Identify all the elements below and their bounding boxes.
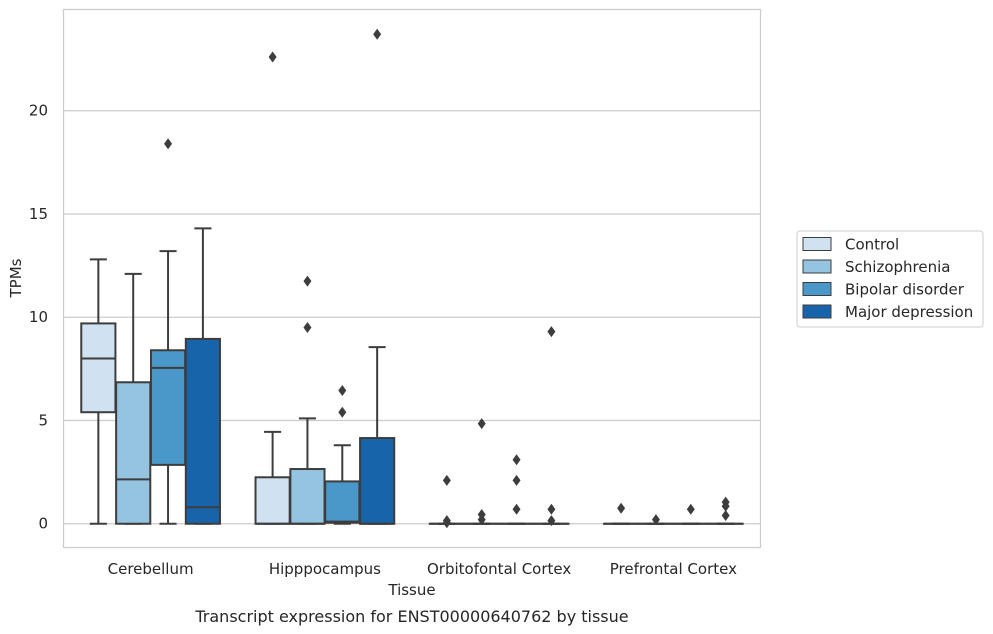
outlier-point [512,474,521,486]
y-axis-label: TPMs [7,258,25,298]
outlier-point [721,500,730,512]
box [324,480,361,524]
legend-label: Major depression [845,303,973,321]
outlier-point [303,275,312,287]
box-group [359,28,396,525]
box-group [184,227,221,525]
legend-label: Control [845,236,899,254]
legend-swatch [802,282,832,296]
box-group [463,418,500,526]
outlier-point [442,517,451,529]
legend-swatch [802,304,832,319]
box-group [637,514,675,526]
box [115,381,152,525]
x-axis-label: Tissue [387,581,435,599]
plot-frame [62,8,762,549]
legend-frame [796,230,984,328]
x-tick-label: Orbitofontal Cortex [427,560,571,578]
x-tick-label: Prefrontal Cortex [610,560,737,578]
box-group [289,275,326,525]
box [184,337,221,525]
outlier-point [338,406,347,418]
y-tick-label: 10 [29,308,48,326]
box [80,322,117,414]
legend-swatch [802,237,832,251]
boxes-layer [80,28,744,529]
chart-title: Transcript expression for ENST0000064076… [194,607,628,626]
box [149,349,187,466]
outlier-point [477,514,486,526]
outlier-point [686,503,695,515]
outlier-point [512,454,521,466]
y-tick-label: 5 [38,411,48,429]
x-tick-label: Cerebellum [108,560,194,578]
outlier-point [373,28,382,40]
box-group [672,503,709,525]
outlier-point [268,51,277,63]
outlier-point [721,509,730,521]
outlier-point [338,385,347,397]
legend-label: Schizophrenia [845,258,950,276]
y-tick-label: 0 [38,515,48,533]
outlier-point [164,138,173,150]
legend: Control Schizophrenia Bipolar disorder Majo… [796,230,984,328]
box-group [324,385,361,525]
box-group [149,138,187,525]
x-tick-label: Hipppocampus [269,560,381,578]
box [289,468,326,525]
box [359,437,396,525]
outlier-point [547,326,556,338]
outlier-point [477,418,486,430]
y-tick-label: 15 [29,205,48,223]
box-group [603,502,640,525]
box-group [707,496,744,525]
y-tick-label: 20 [29,102,48,120]
legend-swatch [802,259,832,274]
box-group [115,272,152,525]
outlier-point [547,503,556,515]
box-group [254,51,291,525]
outlier-point [442,474,451,486]
outlier-point [651,514,660,526]
x-tick-labels: Cerebellum Hipppocampus Orbitofontal Corte… [108,560,737,578]
outlier-point [512,503,521,515]
box-group [80,258,117,525]
box [254,476,291,525]
outlier-point [617,502,626,514]
legend-label: Bipolar disorder [845,281,965,299]
y-tick-labels: 0 5 10 15 20 [29,102,48,533]
outlier-point [303,322,312,334]
box-group [533,326,570,527]
outlier-point [547,515,556,527]
